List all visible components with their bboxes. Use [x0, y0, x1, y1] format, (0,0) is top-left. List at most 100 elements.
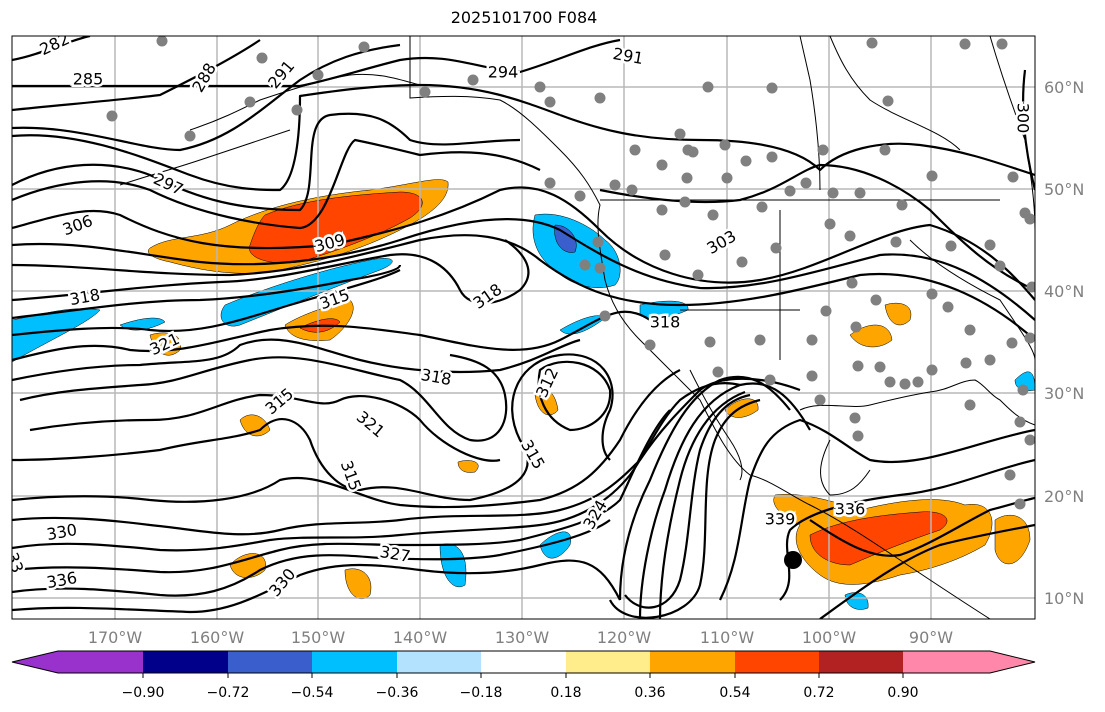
station-dot	[770, 242, 782, 254]
colorbar-segment	[903, 651, 990, 673]
longitude-label: 120°W	[597, 628, 652, 647]
colorbar-tick-label: −0.54	[291, 685, 334, 701]
colorbar-tick-label: 0.36	[634, 685, 665, 701]
blue-streak-7	[539, 531, 572, 559]
station-dot	[984, 354, 996, 366]
colorbar-tick-label: −0.90	[122, 685, 165, 701]
station-dot	[896, 199, 908, 211]
station-dot	[899, 378, 911, 390]
station-dot	[594, 262, 606, 274]
station-dot	[594, 92, 606, 104]
station-dot	[852, 430, 864, 442]
colorbar-tick-label: −0.18	[460, 685, 503, 701]
axis-tick-labels: 170°W 160°W 150°W 140°W 130°W 120°W 110°W 100°W…	[88, 78, 1085, 647]
station-dot	[844, 230, 856, 242]
station-dot	[419, 86, 431, 98]
blue-streak-1	[220, 258, 393, 327]
longitude-label: 110°W	[700, 628, 755, 647]
latitude-label: 10°N	[1044, 589, 1084, 608]
station-dot	[814, 394, 826, 406]
colorbar-segment	[650, 651, 735, 673]
station-dot	[687, 146, 699, 158]
station-dot	[866, 37, 878, 49]
colorbar: −0.90 −0.72 −0.54 −0.36 −0.18 0.18 0.36 0.54 0.7…	[11, 650, 1036, 701]
station-dot	[1024, 434, 1035, 446]
station-dot	[1004, 469, 1016, 481]
station-dot	[766, 82, 778, 94]
station-dot	[1024, 213, 1035, 225]
station-dot	[984, 239, 996, 251]
station-dot	[1024, 332, 1035, 344]
colorbar-extend-high	[990, 651, 1035, 673]
latitude-label: 20°N	[1044, 487, 1084, 506]
station-dot	[912, 376, 924, 388]
colorbar-tick-label: −0.72	[207, 685, 250, 701]
station-dot	[959, 38, 971, 50]
station-dot	[874, 361, 886, 373]
station-dot	[721, 172, 733, 184]
station-dot	[784, 185, 796, 197]
station-dot	[806, 334, 818, 346]
longitude-label: 90°W	[909, 628, 953, 647]
colorbar-segment	[228, 651, 312, 673]
latitude-label: 60°N	[1044, 78, 1084, 97]
station-dot	[806, 370, 818, 382]
station-dot	[817, 144, 829, 156]
station-dot	[184, 130, 196, 142]
station-dot	[846, 277, 858, 289]
orange-blob-8	[457, 460, 479, 473]
station-dot	[849, 412, 861, 424]
station-dot	[926, 364, 938, 376]
station-dot	[674, 128, 686, 140]
station-dot	[681, 172, 693, 184]
station-dot	[764, 374, 776, 386]
station-dot	[827, 187, 839, 199]
latitude-label: 50°N	[1044, 180, 1084, 199]
station-dot	[656, 159, 668, 171]
station-dot	[884, 376, 896, 388]
station-dot	[766, 151, 778, 163]
longitude-label: 130°W	[495, 628, 550, 647]
colorbar-segment	[58, 651, 143, 673]
station-dot	[659, 249, 671, 261]
orange-blob-4	[849, 324, 893, 348]
map-frame	[11, 35, 1036, 620]
orange-blob-6	[239, 414, 271, 437]
blue-streak-3	[119, 317, 166, 331]
longitude-label: 100°W	[802, 628, 857, 647]
station-dot	[1014, 416, 1026, 428]
station-dot	[754, 334, 766, 346]
contour-label: 300	[1014, 103, 1033, 134]
station-dot	[1017, 384, 1029, 396]
station-dot	[1006, 337, 1018, 349]
station-dot	[945, 240, 957, 252]
station-dot	[882, 95, 894, 107]
colorbar-tick-label: 0.54	[719, 685, 750, 701]
colorbar-outline	[11, 650, 1036, 674]
station-dot	[312, 69, 324, 81]
station-dot	[1014, 498, 1026, 510]
station-dot	[994, 260, 1006, 272]
station-dot	[256, 52, 268, 64]
station-dot	[852, 360, 864, 372]
station-dot	[820, 305, 832, 317]
station-dot	[544, 177, 556, 189]
station-dot	[592, 236, 604, 248]
station-dot	[800, 177, 812, 189]
station-dot	[740, 155, 752, 167]
station-dot	[358, 41, 370, 53]
station-dot	[467, 74, 479, 86]
contour-label: 294	[488, 63, 519, 82]
colorbar-tick-label: 0.90	[887, 685, 918, 701]
station-dot	[244, 96, 256, 108]
contour-lines	[12, 36, 1035, 619]
station-dot	[156, 36, 168, 47]
station-dot	[879, 144, 891, 156]
orange-blob-3	[884, 302, 912, 326]
station-dot	[704, 336, 716, 348]
station-dot	[599, 310, 611, 322]
pnw-core-area	[554, 224, 577, 253]
station-dot	[756, 201, 768, 213]
colorbar-segment	[143, 651, 228, 673]
colorbar-tick-label: 0.18	[550, 685, 581, 701]
